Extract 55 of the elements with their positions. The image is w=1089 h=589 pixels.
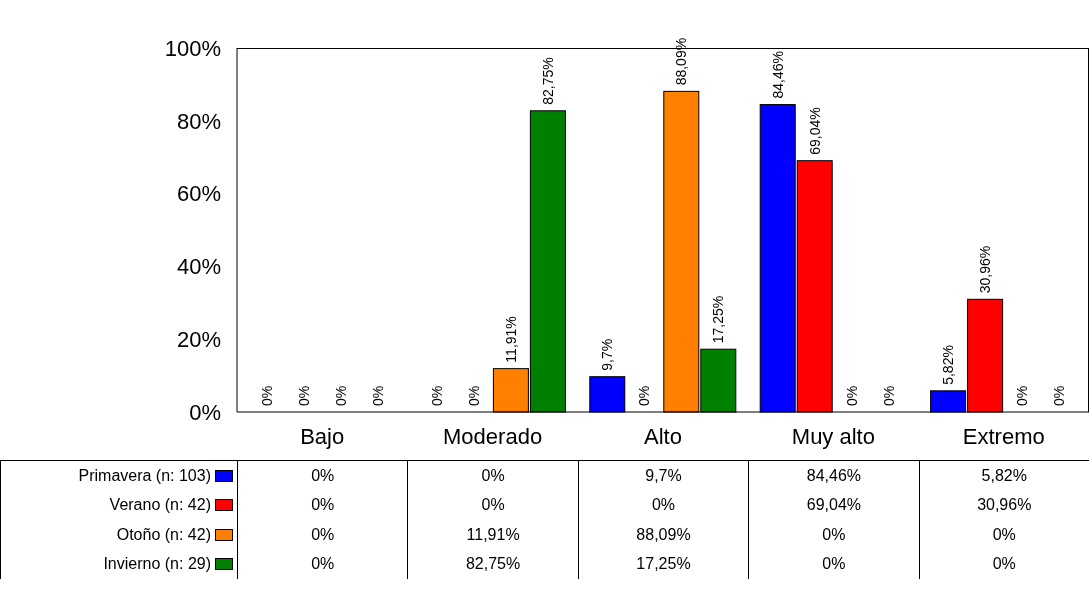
data-label: 0% xyxy=(577,490,749,520)
x-tick-label: Moderado xyxy=(443,423,543,449)
x-tick-label: Extremo xyxy=(962,423,1045,449)
legend-label: Primavera (n: 103) xyxy=(78,466,211,485)
text: 0% xyxy=(636,385,653,406)
text: 0% xyxy=(465,385,482,406)
data-label: 0% xyxy=(237,461,408,491)
text: 0% xyxy=(1051,385,1068,406)
text: 30,96% xyxy=(977,245,994,294)
data-label: 0% xyxy=(407,461,578,491)
legend-label: Invierno (n: 29) xyxy=(103,555,211,574)
text: 82,75% xyxy=(539,57,556,105)
data-label: 0% xyxy=(918,549,1089,579)
data-label: 0% xyxy=(748,520,919,550)
data-label: 11,91% xyxy=(407,520,578,550)
data-label: 0% xyxy=(918,520,1089,550)
text: 17,25% xyxy=(710,295,727,344)
text: 84,46% xyxy=(769,51,786,99)
data-label: 82,75% xyxy=(407,549,578,579)
data-label: 69,04% xyxy=(748,490,919,520)
text: 0% xyxy=(880,385,897,406)
text: 0% xyxy=(1014,385,1031,406)
x-tick-label: Muy alto xyxy=(791,423,875,449)
data-label: 0% xyxy=(748,549,919,579)
data-label: 0% xyxy=(237,520,408,550)
text: 0% xyxy=(843,385,860,406)
data-label: 88,09% xyxy=(577,520,749,550)
text: 0% xyxy=(369,385,386,406)
data-label: 5,82% xyxy=(918,461,1089,491)
y-tick-label: 0% xyxy=(189,399,221,425)
data-label: 0% xyxy=(237,549,408,579)
data-label: 0% xyxy=(237,490,408,520)
y-tick-label: 60% xyxy=(176,181,221,207)
y-tick-label: 80% xyxy=(176,108,221,134)
text: 9,7% xyxy=(599,338,616,371)
x-tick-label: Bajo xyxy=(300,423,345,449)
data-label: 9,7% xyxy=(577,461,749,491)
legend-label: Verano (n: 42) xyxy=(109,496,211,515)
legend-label: Otoño (n: 42) xyxy=(116,525,211,544)
data-label: 17,25% xyxy=(577,549,749,579)
text: 0% xyxy=(258,385,275,406)
y-tick-label: 100% xyxy=(164,35,221,61)
text: 88,09% xyxy=(673,37,690,86)
text: 0% xyxy=(295,385,312,406)
text: 5,82% xyxy=(940,345,957,385)
text: 11,91% xyxy=(502,316,519,363)
y-tick-label: 20% xyxy=(176,327,221,353)
text: 0% xyxy=(332,385,349,406)
text: 0% xyxy=(428,385,445,406)
data-label: 84,46% xyxy=(748,461,919,491)
y-tick-label: 40% xyxy=(176,254,221,280)
text: 69,04% xyxy=(806,107,823,155)
data-label: 0% xyxy=(407,490,578,520)
x-tick-label: Alto xyxy=(644,423,682,449)
data-label: 30,96% xyxy=(918,490,1089,520)
